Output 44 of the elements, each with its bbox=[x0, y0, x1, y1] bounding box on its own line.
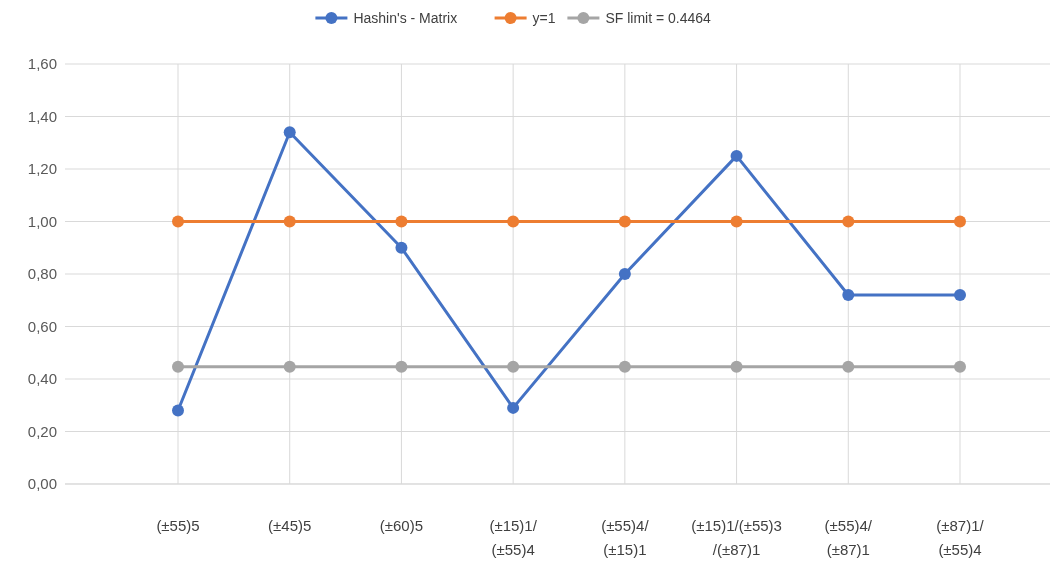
y-tick-label: 0,40 bbox=[27, 370, 57, 388]
y-tick-label: 1,40 bbox=[27, 107, 57, 125]
y-tick-label: 1,00 bbox=[27, 212, 57, 230]
point bbox=[172, 360, 184, 373]
legend-label: Hashin's - Matrix bbox=[353, 9, 458, 26]
point bbox=[395, 360, 408, 373]
y-tick-label: 0,00 bbox=[27, 475, 57, 493]
y-tick-label: 0,80 bbox=[27, 265, 57, 283]
point bbox=[283, 215, 296, 228]
point bbox=[172, 404, 184, 417]
y-tick-label: 1,20 bbox=[27, 160, 57, 178]
y-tick-label: 1,60 bbox=[27, 55, 57, 73]
x-tick-label: (±45)5 bbox=[268, 517, 312, 534]
point bbox=[842, 215, 855, 228]
point bbox=[283, 126, 296, 139]
point bbox=[618, 215, 631, 228]
point bbox=[507, 360, 520, 373]
point bbox=[954, 360, 966, 373]
point bbox=[730, 149, 743, 162]
point bbox=[730, 360, 743, 373]
point bbox=[730, 215, 743, 228]
x-tick-label: (±55)4/ (±15)1 bbox=[601, 517, 650, 558]
point bbox=[842, 289, 855, 301]
point bbox=[172, 215, 184, 228]
legend-label: SF limit = 0.4464 bbox=[605, 9, 712, 26]
point bbox=[395, 215, 408, 228]
point bbox=[842, 360, 855, 373]
x-tick-label: (±15)1/(±55)3 /(±87)1 bbox=[691, 517, 782, 558]
x-tick-label: (±15)1/ (±55)4 bbox=[489, 517, 538, 558]
legend-label: y=1 bbox=[532, 9, 556, 26]
point bbox=[507, 401, 520, 414]
x-tick-label: (±87)1/ (±55)4 bbox=[936, 517, 985, 558]
point bbox=[618, 268, 631, 280]
x-tick-label: (±60)5 bbox=[379, 517, 424, 534]
point bbox=[954, 215, 966, 228]
point bbox=[618, 360, 631, 373]
x-tick-label: (±55)5 bbox=[156, 517, 200, 534]
y-tick-label: 0,60 bbox=[27, 317, 57, 335]
point bbox=[507, 215, 520, 228]
point bbox=[954, 289, 966, 301]
point bbox=[395, 241, 408, 254]
x-tick-label: (±55)4/ (±87)1 bbox=[824, 517, 873, 558]
point bbox=[283, 360, 296, 373]
y-tick-label: 0,20 bbox=[27, 422, 57, 440]
